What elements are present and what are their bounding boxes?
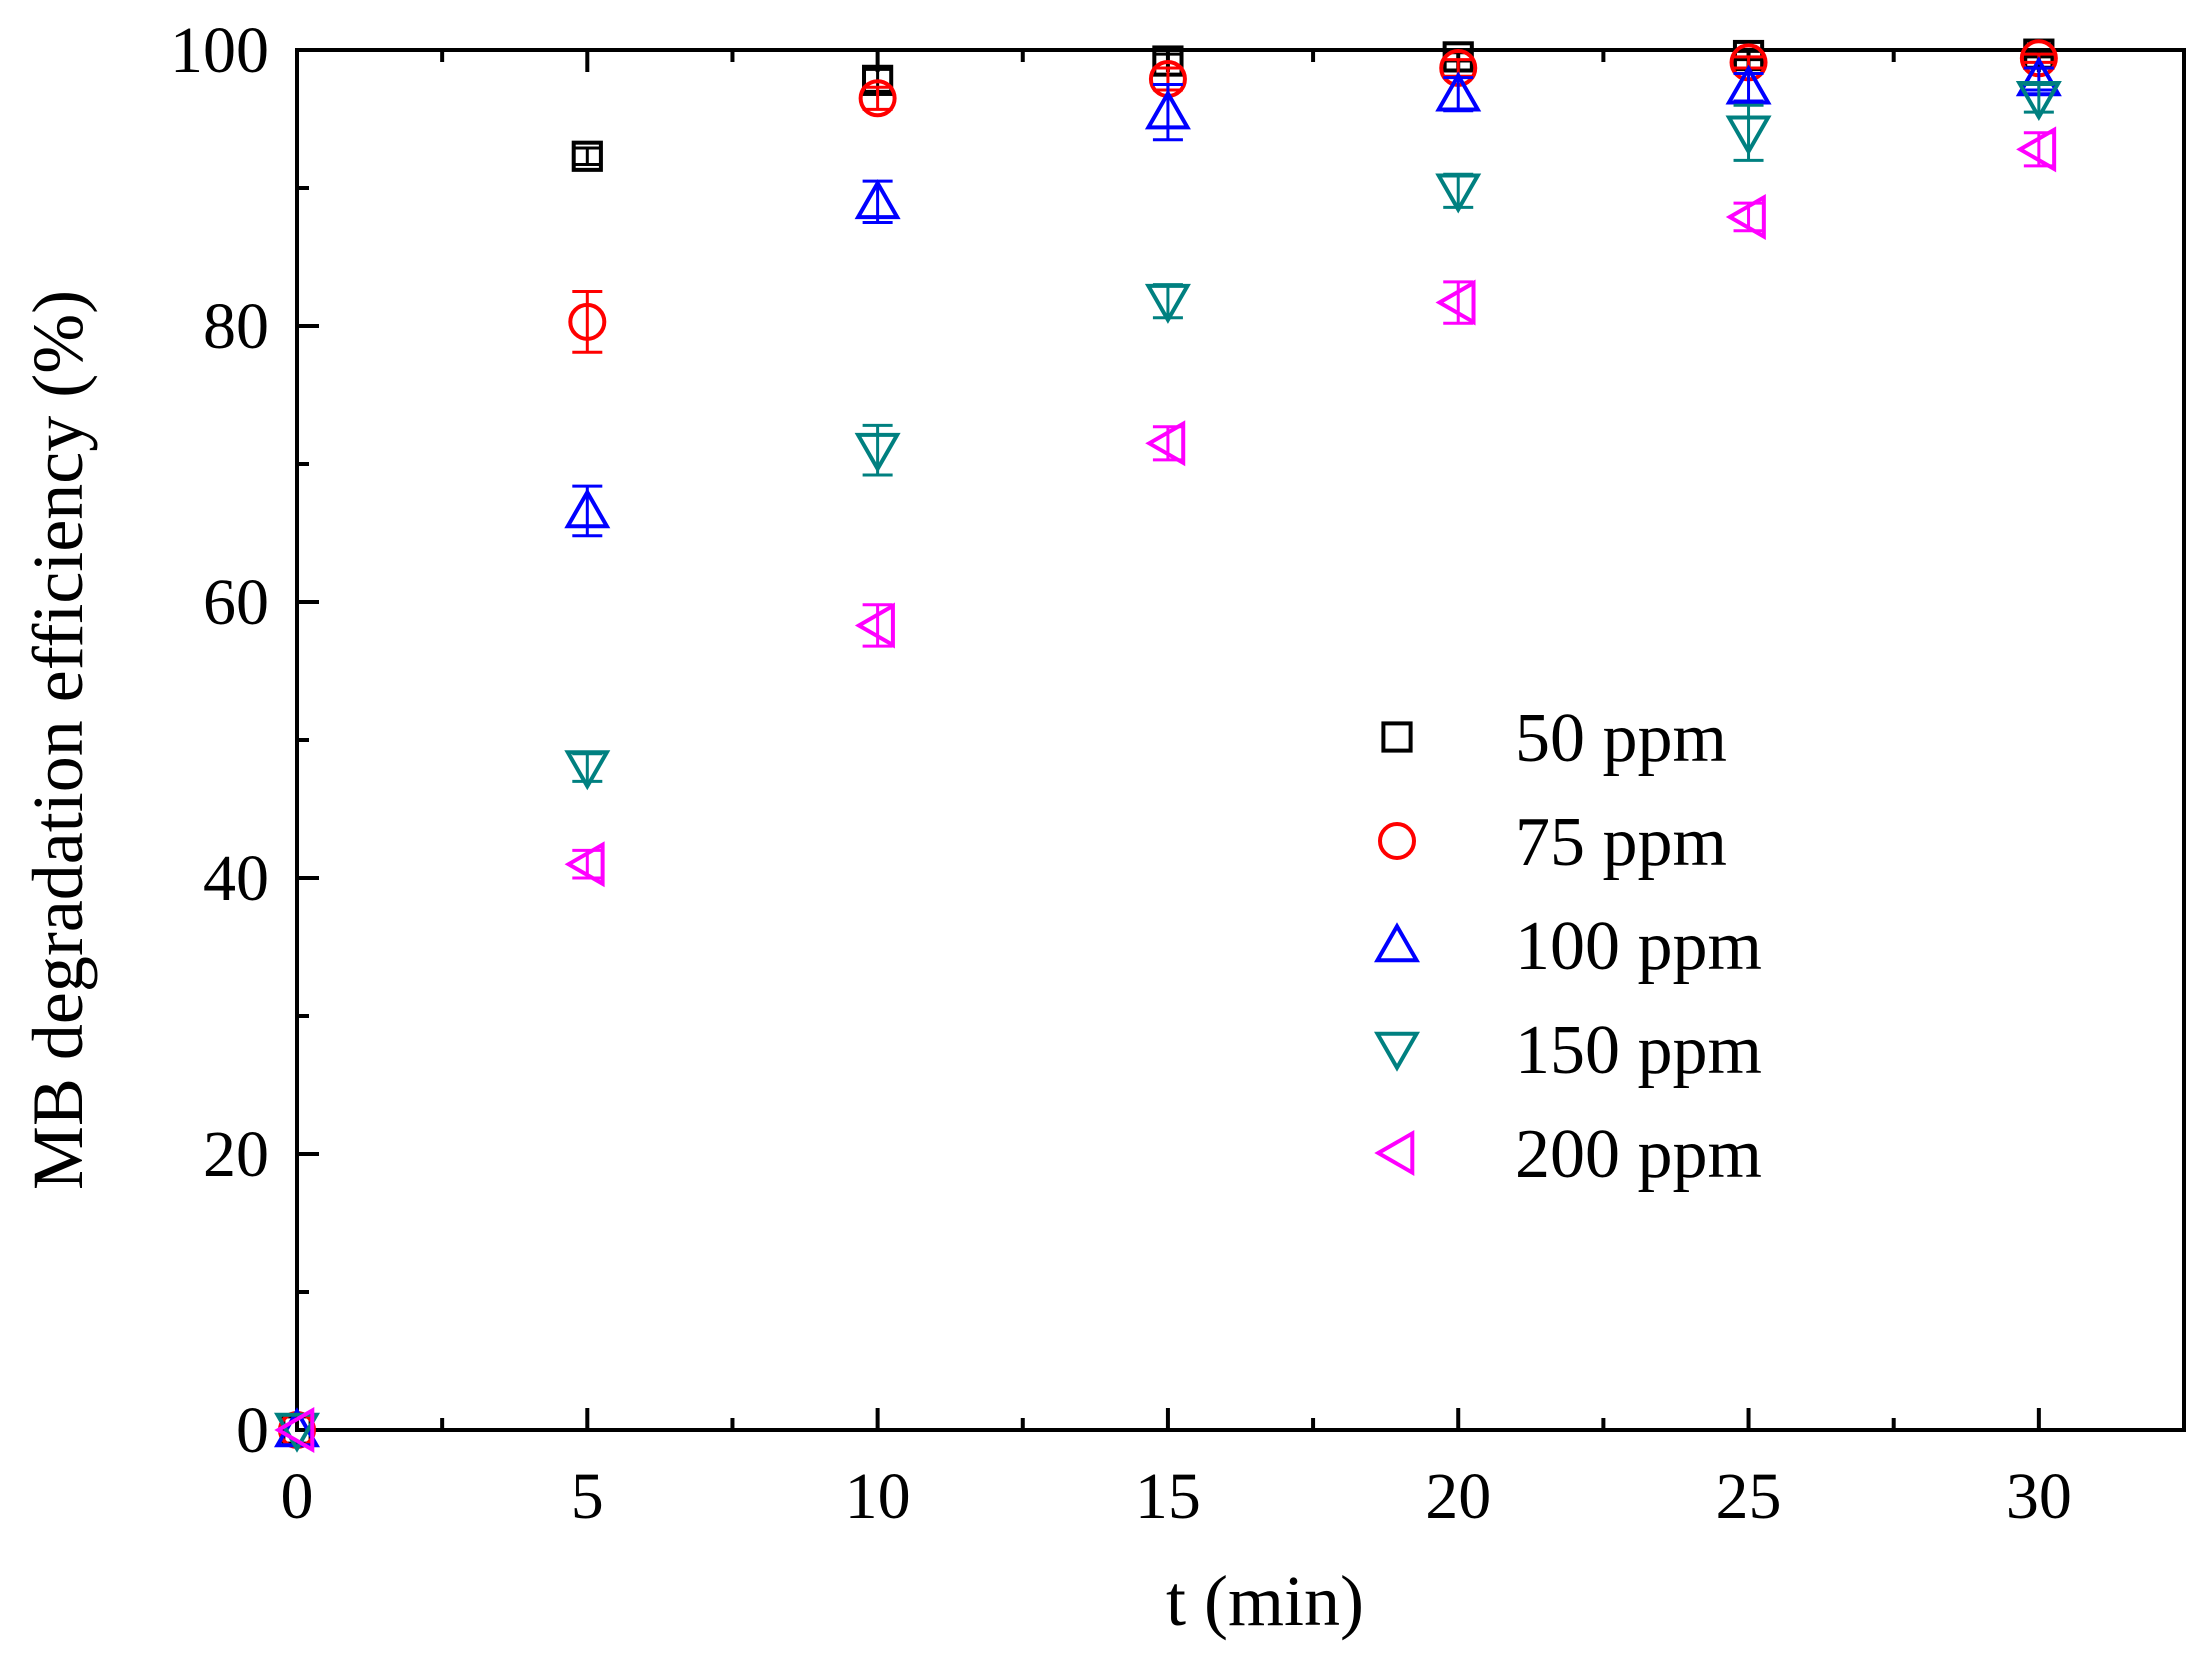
- series-150-ppm: [273, 81, 2062, 1453]
- axis-ticks: 0 5 10 15 20 25 30 0 20 40 60 80 100: [170, 14, 2072, 1533]
- y-axis-title: MB degradation efficiency (%): [18, 290, 98, 1190]
- data-point: [1145, 420, 1186, 467]
- data-point: [564, 488, 611, 529]
- legend-label: 50 ppm: [1515, 700, 1727, 777]
- data-point: [858, 79, 897, 118]
- x-tick-label: 20: [1425, 1460, 1491, 1533]
- series-100-ppm: [273, 56, 2062, 1448]
- data-point: [1725, 115, 1772, 156]
- data-point: [564, 750, 611, 791]
- x-tick-label: 10: [845, 1460, 911, 1533]
- data-point: [1435, 173, 1482, 214]
- legend-item: 100 ppm: [1373, 908, 1762, 985]
- x-tick-label: 25: [1716, 1460, 1782, 1533]
- x-tick-label: 5: [571, 1460, 604, 1533]
- legend: 50 ppm 75 ppm 100 ppm 150 ppm 200 ppm: [1373, 700, 1762, 1193]
- legend-item: 75 ppm: [1378, 804, 1727, 881]
- y-tick-label: 40: [203, 842, 269, 915]
- series-75-ppm: [278, 39, 2058, 1449]
- legend-marker: [1373, 1031, 1421, 1072]
- data-point: [1725, 64, 1772, 105]
- data-point: [854, 432, 901, 473]
- series-200-ppm: [274, 126, 2057, 1454]
- plot-frame: [295, 48, 2186, 1432]
- data-point: [568, 302, 607, 341]
- data-point: [571, 140, 603, 172]
- data-point: [1725, 193, 1766, 240]
- legend-marker: [1373, 922, 1421, 963]
- data-point: [2016, 126, 2057, 173]
- data-point: [1144, 283, 1191, 324]
- legend-label: 200 ppm: [1515, 1116, 1762, 1193]
- x-tick-label: 0: [281, 1460, 314, 1533]
- legend-marker: [1378, 822, 1416, 860]
- data-point: [2015, 81, 2062, 122]
- data-point: [273, 1412, 321, 1453]
- data-point: [274, 1406, 315, 1454]
- data-point: [1435, 279, 1476, 326]
- y-tick-label: 60: [203, 566, 269, 639]
- x-tick-label: 15: [1135, 1460, 1201, 1533]
- y-tick-label: 100: [170, 14, 269, 87]
- legend-label: 150 ppm: [1515, 1012, 1762, 1089]
- legend-marker: [1381, 721, 1413, 753]
- legend-marker: [1374, 1129, 1415, 1177]
- x-tick-label: 30: [2006, 1460, 2072, 1533]
- legend-item: 50 ppm: [1381, 700, 1727, 777]
- data-point: [854, 602, 895, 649]
- series-50-ppm: [281, 38, 2055, 1446]
- data-point: [854, 179, 901, 220]
- y-tick-label: 80: [203, 290, 269, 363]
- legend-item: 150 ppm: [1373, 1012, 1762, 1089]
- y-tick-label: 20: [203, 1118, 269, 1191]
- data-point: [1144, 89, 1191, 130]
- legend-label: 75 ppm: [1515, 804, 1727, 881]
- data-points: [273, 38, 2062, 1454]
- x-axis-title: t (min): [1166, 1561, 1364, 1641]
- legend-label: 100 ppm: [1515, 908, 1762, 985]
- legend-item: 200 ppm: [1374, 1116, 1762, 1193]
- data-point: [564, 841, 605, 888]
- y-tick-label: 0: [236, 1394, 269, 1467]
- data-point: [1435, 71, 1482, 112]
